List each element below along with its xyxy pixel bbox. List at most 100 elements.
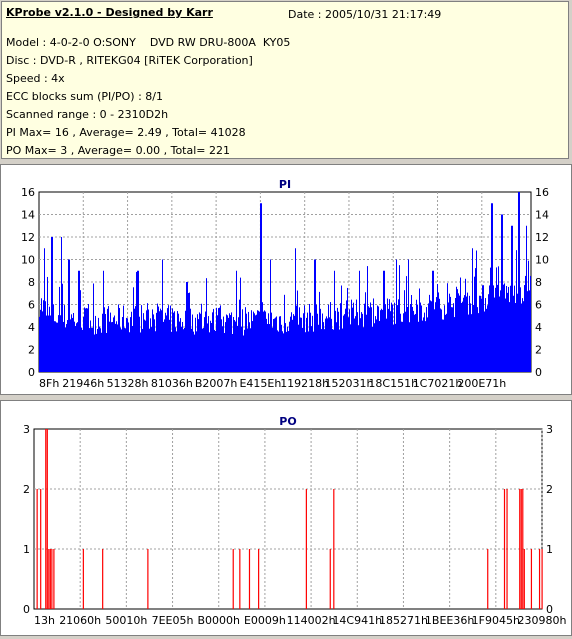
pi-bar (177, 311, 178, 372)
pi-y-tick-right: 2 (535, 344, 542, 357)
pi-bar (146, 310, 147, 372)
pi-bar (200, 313, 201, 372)
pi-bar (461, 302, 462, 372)
pi-bar (489, 285, 490, 372)
pi-bar (97, 328, 98, 372)
pi-bar (290, 316, 291, 372)
pi-bar (442, 319, 443, 372)
po-bar (523, 549, 525, 609)
pi-bar (273, 319, 274, 372)
po-y-tick-right: 0 (546, 603, 553, 616)
po-bar (102, 549, 104, 609)
pi-bar (68, 259, 69, 372)
pi-bar (362, 313, 363, 372)
pi-bar (355, 316, 356, 372)
po-y-tick-right: 3 (546, 423, 553, 436)
pi-bar (435, 302, 436, 372)
pi-bar (159, 311, 160, 372)
pi-bar (507, 292, 508, 372)
pi-bar (396, 259, 397, 372)
pi-bar (437, 284, 438, 372)
pi-x-tick: 200E71h (457, 377, 506, 390)
po-chart-panel: 0 0 1 1 2 2 3 3 13h 21060h 50010h 7EE05h B0000h E0009… (0, 400, 572, 636)
pi-bar (469, 295, 470, 372)
po-bar (239, 549, 241, 609)
pi-bar (225, 322, 226, 372)
pi-bar (433, 270, 434, 372)
pi-bar (179, 321, 180, 372)
pi-bar (53, 304, 54, 372)
pi-bar (189, 292, 190, 372)
pi-bar (267, 323, 268, 372)
pi-bar (309, 303, 310, 372)
pi-bar (94, 334, 95, 372)
pi-bar (173, 312, 174, 372)
pi-bar (86, 308, 87, 372)
pi-bar (463, 297, 464, 372)
pi-bar (133, 287, 134, 372)
pi-bar (199, 312, 200, 372)
pi-bar (528, 260, 529, 372)
pi-bar (335, 310, 336, 372)
pi-bar (450, 296, 451, 372)
pi-bar (253, 311, 254, 372)
pi-y-tick-left: 2 (28, 344, 35, 357)
pi-bar (117, 324, 118, 372)
pi-bar (126, 317, 127, 372)
pi-bar (372, 326, 373, 372)
pi-bar (165, 312, 166, 372)
pi-bar (527, 291, 528, 372)
pi-bar (93, 283, 94, 372)
pi-bar (409, 322, 410, 372)
pi-bar (473, 304, 474, 372)
pi-bar (426, 307, 427, 372)
po-x-tick: E0009h (244, 614, 286, 627)
pi-bar (274, 318, 275, 372)
pi-bar (235, 321, 236, 372)
pi-bar (207, 323, 208, 372)
pi-bar (402, 321, 403, 372)
pi-bar (369, 307, 370, 372)
pi-bar (164, 319, 165, 372)
pi-bar (387, 298, 388, 372)
pi-bar (385, 304, 386, 372)
pi-bar (65, 327, 66, 372)
pi-bar (60, 315, 61, 372)
pi-bar (270, 259, 271, 372)
pi-bar (447, 283, 448, 372)
pi-bar (251, 310, 252, 372)
pi-bar (208, 316, 209, 372)
pi-bar (371, 307, 372, 372)
pi-bar (490, 267, 491, 372)
pi-y-tick-right: 14 (535, 209, 549, 222)
pi-bar (466, 296, 467, 372)
pi-bar (184, 327, 185, 372)
pi-bar (363, 327, 364, 372)
pi-bar (130, 317, 131, 372)
pi-bar (283, 333, 284, 372)
pi-bar (245, 307, 246, 372)
pi-bar (142, 328, 143, 372)
pi-bar (416, 299, 417, 372)
pi-bar (172, 308, 173, 372)
pi-bar (131, 311, 132, 372)
pi-bar (220, 305, 221, 372)
pi-bar (307, 312, 308, 372)
pi-bar (411, 295, 412, 372)
pi-bar (366, 314, 367, 372)
pi-bar (344, 314, 345, 372)
pi-bar (265, 311, 266, 372)
pi-bar (477, 307, 478, 372)
pi-bar (43, 300, 44, 372)
pi-bar (313, 331, 314, 372)
pi-bar (496, 267, 497, 372)
pi-bar (526, 225, 527, 372)
po-chart-title: PO (279, 415, 296, 428)
pi-bar (236, 270, 237, 372)
pi-bar (399, 265, 400, 372)
pi-bar (323, 322, 324, 372)
pi-bar (277, 330, 278, 372)
pi-bar (405, 311, 406, 372)
pi-bar (384, 270, 385, 372)
pi-chart: 0 0 2 2 4 4 6 6 8 8 10 10 12 12 14 14 16 16 8Fh 21946h 51328… (21, 178, 549, 390)
